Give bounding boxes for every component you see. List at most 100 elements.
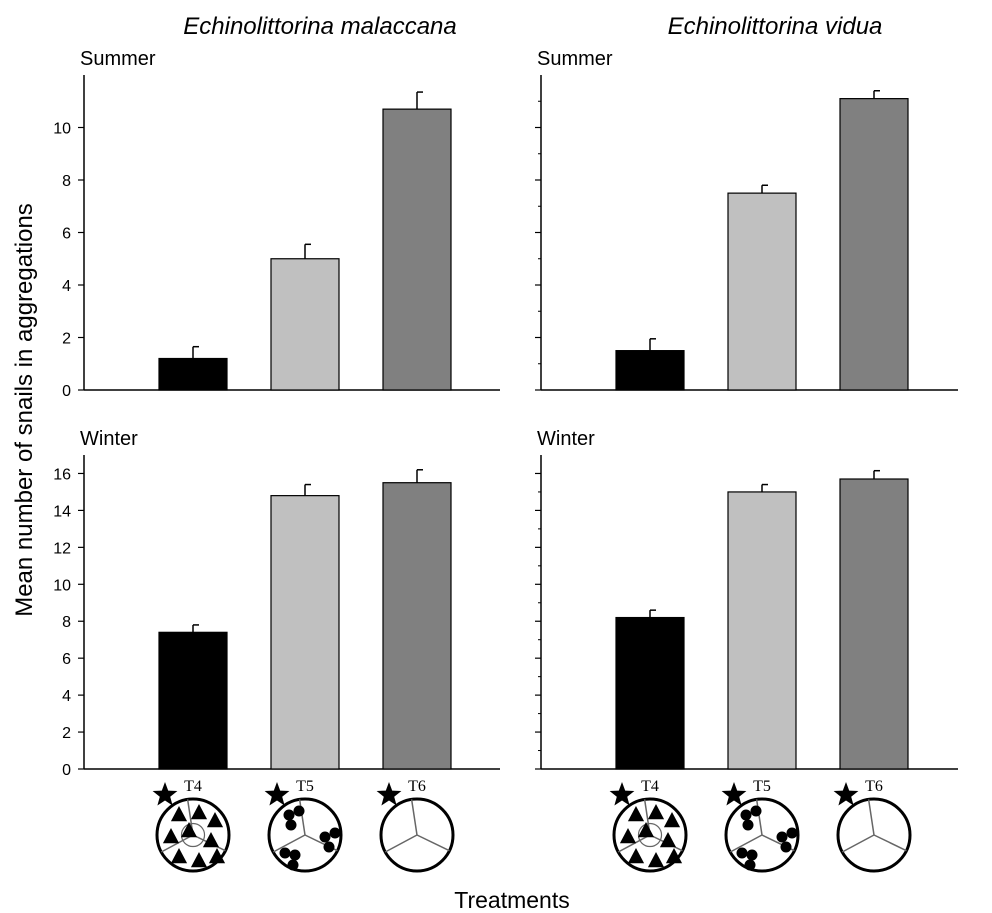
dot-mark [293,805,305,817]
star-icon [721,782,747,806]
category-label-T4: T4 [641,778,659,795]
y-tick-label: 8 [62,173,71,190]
triangle-mark [170,806,188,822]
y-tick-label: 10 [53,577,71,594]
triangle-mark [659,832,677,848]
arena-divider [410,799,418,836]
chart-panel-3: Winter 0 2 4 6 8 10 12 14 16 T4 T5 T6 [53,428,500,795]
triangles-circle-icon [155,797,231,873]
dot-mark [287,859,299,871]
dot-mark [780,841,792,853]
category-label-T4: T4 [184,778,202,795]
triangle-mark [206,812,224,828]
y-tick-label: 12 [53,540,71,557]
bar-T6 [839,478,909,770]
dot-mark [319,831,331,843]
star-icon [264,782,290,806]
triangle-mark [637,822,655,838]
triangle-mark [663,812,681,828]
bar-T4 [615,350,685,391]
arena-divider [729,834,763,853]
arena-divider [298,799,306,836]
arena-inner-ring [180,822,206,848]
y-tick-label: 0 [62,383,71,400]
dot-mark [736,847,748,859]
bar-T6 [839,98,909,391]
panel-season-label: Winter [80,428,138,450]
star-icon [152,782,178,806]
dot-mark [740,809,752,821]
arena-divider [384,834,418,853]
triangle-mark [190,804,208,820]
triangle-mark [202,832,220,848]
panel-season-label: Summer [80,48,156,70]
y-axis-title: Mean number of snails in aggregations [11,203,38,617]
y-tick-label: 4 [62,278,71,295]
bar-T5 [727,192,797,391]
category-label-T5: T5 [753,778,771,795]
triangle-mark [647,852,665,868]
column-title-left: Echinolittorina malaccana [183,13,456,40]
bar-T4 [158,357,228,391]
bar-T6 [382,108,452,391]
y-tick-label: 0 [62,762,71,779]
empty-circle-icon [379,797,455,873]
triangle-mark [647,804,665,820]
category-label-T5: T5 [296,778,314,795]
y-tick-label: 10 [53,121,71,138]
x-axis-title: Treatments [454,887,569,913]
arena-divider [873,834,907,852]
star-icon [833,782,859,806]
triangles-circle-icon [612,797,688,873]
dot-mark [279,847,291,859]
dot-mark [329,827,341,839]
arena-divider [841,834,875,853]
dot-mark [323,841,335,853]
panel-season-label: Summer [537,48,613,70]
chart-panel-2: Summer [535,48,958,391]
bar-T6 [382,482,452,770]
arena-divider [755,799,763,836]
y-tick-label: 6 [62,226,71,243]
arena-divider [160,834,194,853]
bar-T5 [270,258,340,391]
dot-mark [742,819,754,831]
y-tick-label: 2 [62,331,71,348]
bar-T5 [727,491,797,770]
triangle-mark [180,822,198,838]
empty-circle-icon [836,797,912,873]
dot-mark [786,827,798,839]
dots-circle-icon [724,797,800,873]
triangle-mark [162,828,180,844]
y-tick-label: 8 [62,614,71,631]
triangle-mark [627,806,645,822]
chart-panel-1: Summer 0 2 4 6 8 10 [53,48,500,400]
triangle-mark [627,848,645,864]
bar-T4 [615,616,685,770]
triangle-mark [619,828,637,844]
dot-mark [746,849,758,861]
dot-mark [283,809,295,821]
arena-divider [617,834,651,853]
dot-mark [289,849,301,861]
y-tick-label: 16 [53,466,71,483]
arena-divider [416,834,450,852]
dot-mark [750,805,762,817]
y-tick-label: 6 [62,651,71,668]
arena-inner-ring [637,822,663,848]
y-tick-label: 4 [62,688,71,705]
triangle-mark [190,852,208,868]
dot-mark [285,819,297,831]
triangle-mark [665,848,683,864]
dot-mark [776,831,788,843]
dots-circle-icon [267,797,343,873]
chart-panel-4: Winter T4 T5 T6 [535,428,958,795]
star-icon [609,782,635,806]
bar-T5 [270,495,340,770]
dot-mark [744,859,756,871]
arena-divider [272,834,306,853]
column-title-right: Echinolittorina vidua [668,13,883,40]
category-label-T6: T6 [865,778,883,795]
triangle-mark [170,848,188,864]
